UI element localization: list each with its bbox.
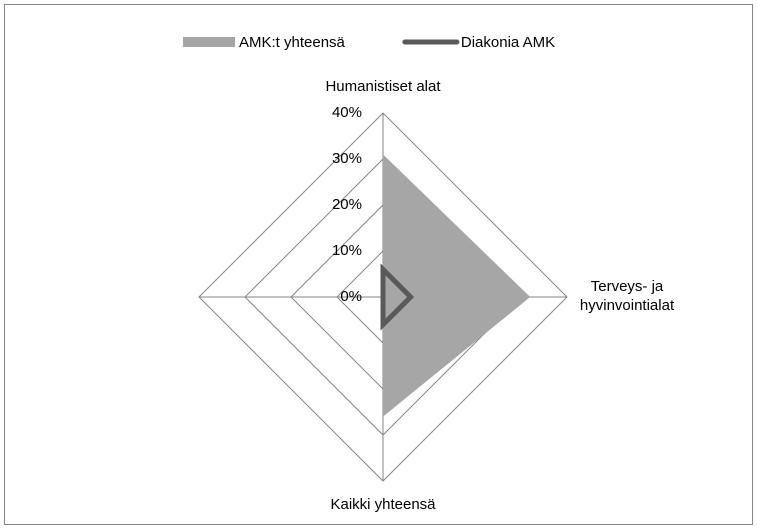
- chart-border: [4, 4, 753, 525]
- tick-label: 40%: [332, 104, 362, 121]
- radar-area: [383, 154, 531, 417]
- legend-label: Diakonia AMK: [461, 34, 555, 51]
- legend-label: AMK:t yhteensä: [239, 34, 346, 51]
- tick-label: 30%: [332, 150, 362, 167]
- category-label: Humanistiset alat: [325, 78, 441, 95]
- category-label: Kaikki yhteensä: [330, 496, 436, 513]
- tick-label: 20%: [332, 196, 362, 213]
- radar-line: [380, 263, 415, 331]
- legend-swatch: [183, 37, 235, 47]
- tick-label: 10%: [332, 242, 362, 259]
- category-label: Terveys- ja hyvinvointialat: [579, 278, 675, 314]
- tick-label: 0%: [340, 288, 362, 305]
